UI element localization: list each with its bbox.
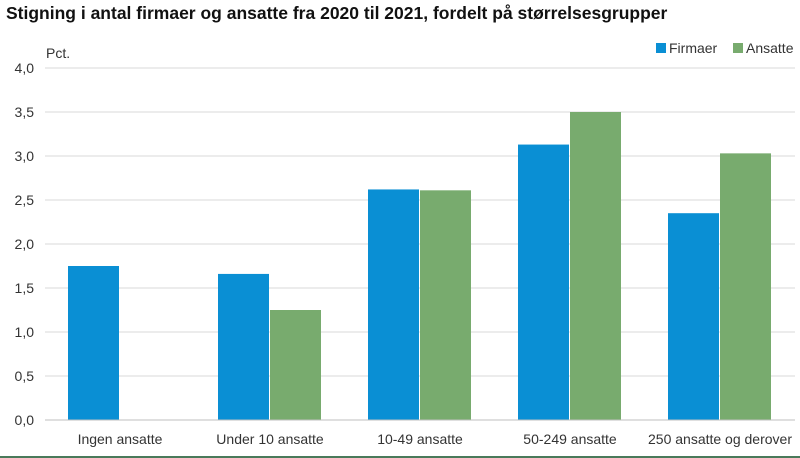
- y-tick-label: 2,5: [15, 192, 35, 208]
- bar-firmaer-0: [68, 266, 119, 420]
- y-tick-label: 1,5: [15, 280, 35, 296]
- legend-swatch-ansatte: [733, 43, 743, 53]
- y-tick-label: 0,5: [15, 368, 35, 384]
- x-category-label: Under 10 ansatte: [216, 431, 324, 447]
- bar-firmaer-3: [518, 144, 569, 420]
- y-tick-label: 1,0: [15, 324, 35, 340]
- bar-ansatte-1: [270, 310, 321, 420]
- x-category-label: 50-249 ansatte: [523, 431, 617, 447]
- chart-title: Stigning i antal firmaer og ansatte fra …: [6, 3, 668, 23]
- x-category-label: 10-49 ansatte: [377, 431, 463, 447]
- bar-firmaer-1: [218, 273, 269, 420]
- y-tick-label: 3,0: [15, 148, 35, 164]
- legend-label-firmaer: Firmaer: [669, 40, 718, 56]
- y-tick-label: 2,0: [15, 236, 35, 252]
- bar-ansatte-2: [420, 190, 471, 420]
- y-tick-label: 4,0: [15, 60, 35, 76]
- x-category-label: 250 ansatte og derover: [648, 431, 792, 447]
- bar-ansatte-3: [570, 112, 621, 420]
- bar-firmaer-4: [668, 213, 719, 420]
- legend-swatch-firmaer: [656, 43, 666, 53]
- x-axis-labels: Ingen ansatte Under 10 ansatte 10-49 ansat…: [78, 431, 793, 447]
- bars: [68, 112, 771, 421]
- legend: Firmaer Ansatte: [656, 40, 794, 56]
- bar-firmaer-2: [368, 189, 419, 420]
- y-axis-ticks: 0,0 0,5 1,0 1,5 2,0 2,5 3,0 3,5 4,0: [15, 60, 35, 428]
- y-tick-label: 0,0: [15, 412, 35, 428]
- bar-ansatte-4: [720, 153, 771, 421]
- legend-label-ansatte: Ansatte: [746, 40, 794, 56]
- x-category-label: Ingen ansatte: [78, 431, 163, 447]
- y-tick-label: 3,5: [15, 104, 35, 120]
- y-axis-label: Pct.: [46, 45, 70, 61]
- bottom-rule: [0, 456, 800, 458]
